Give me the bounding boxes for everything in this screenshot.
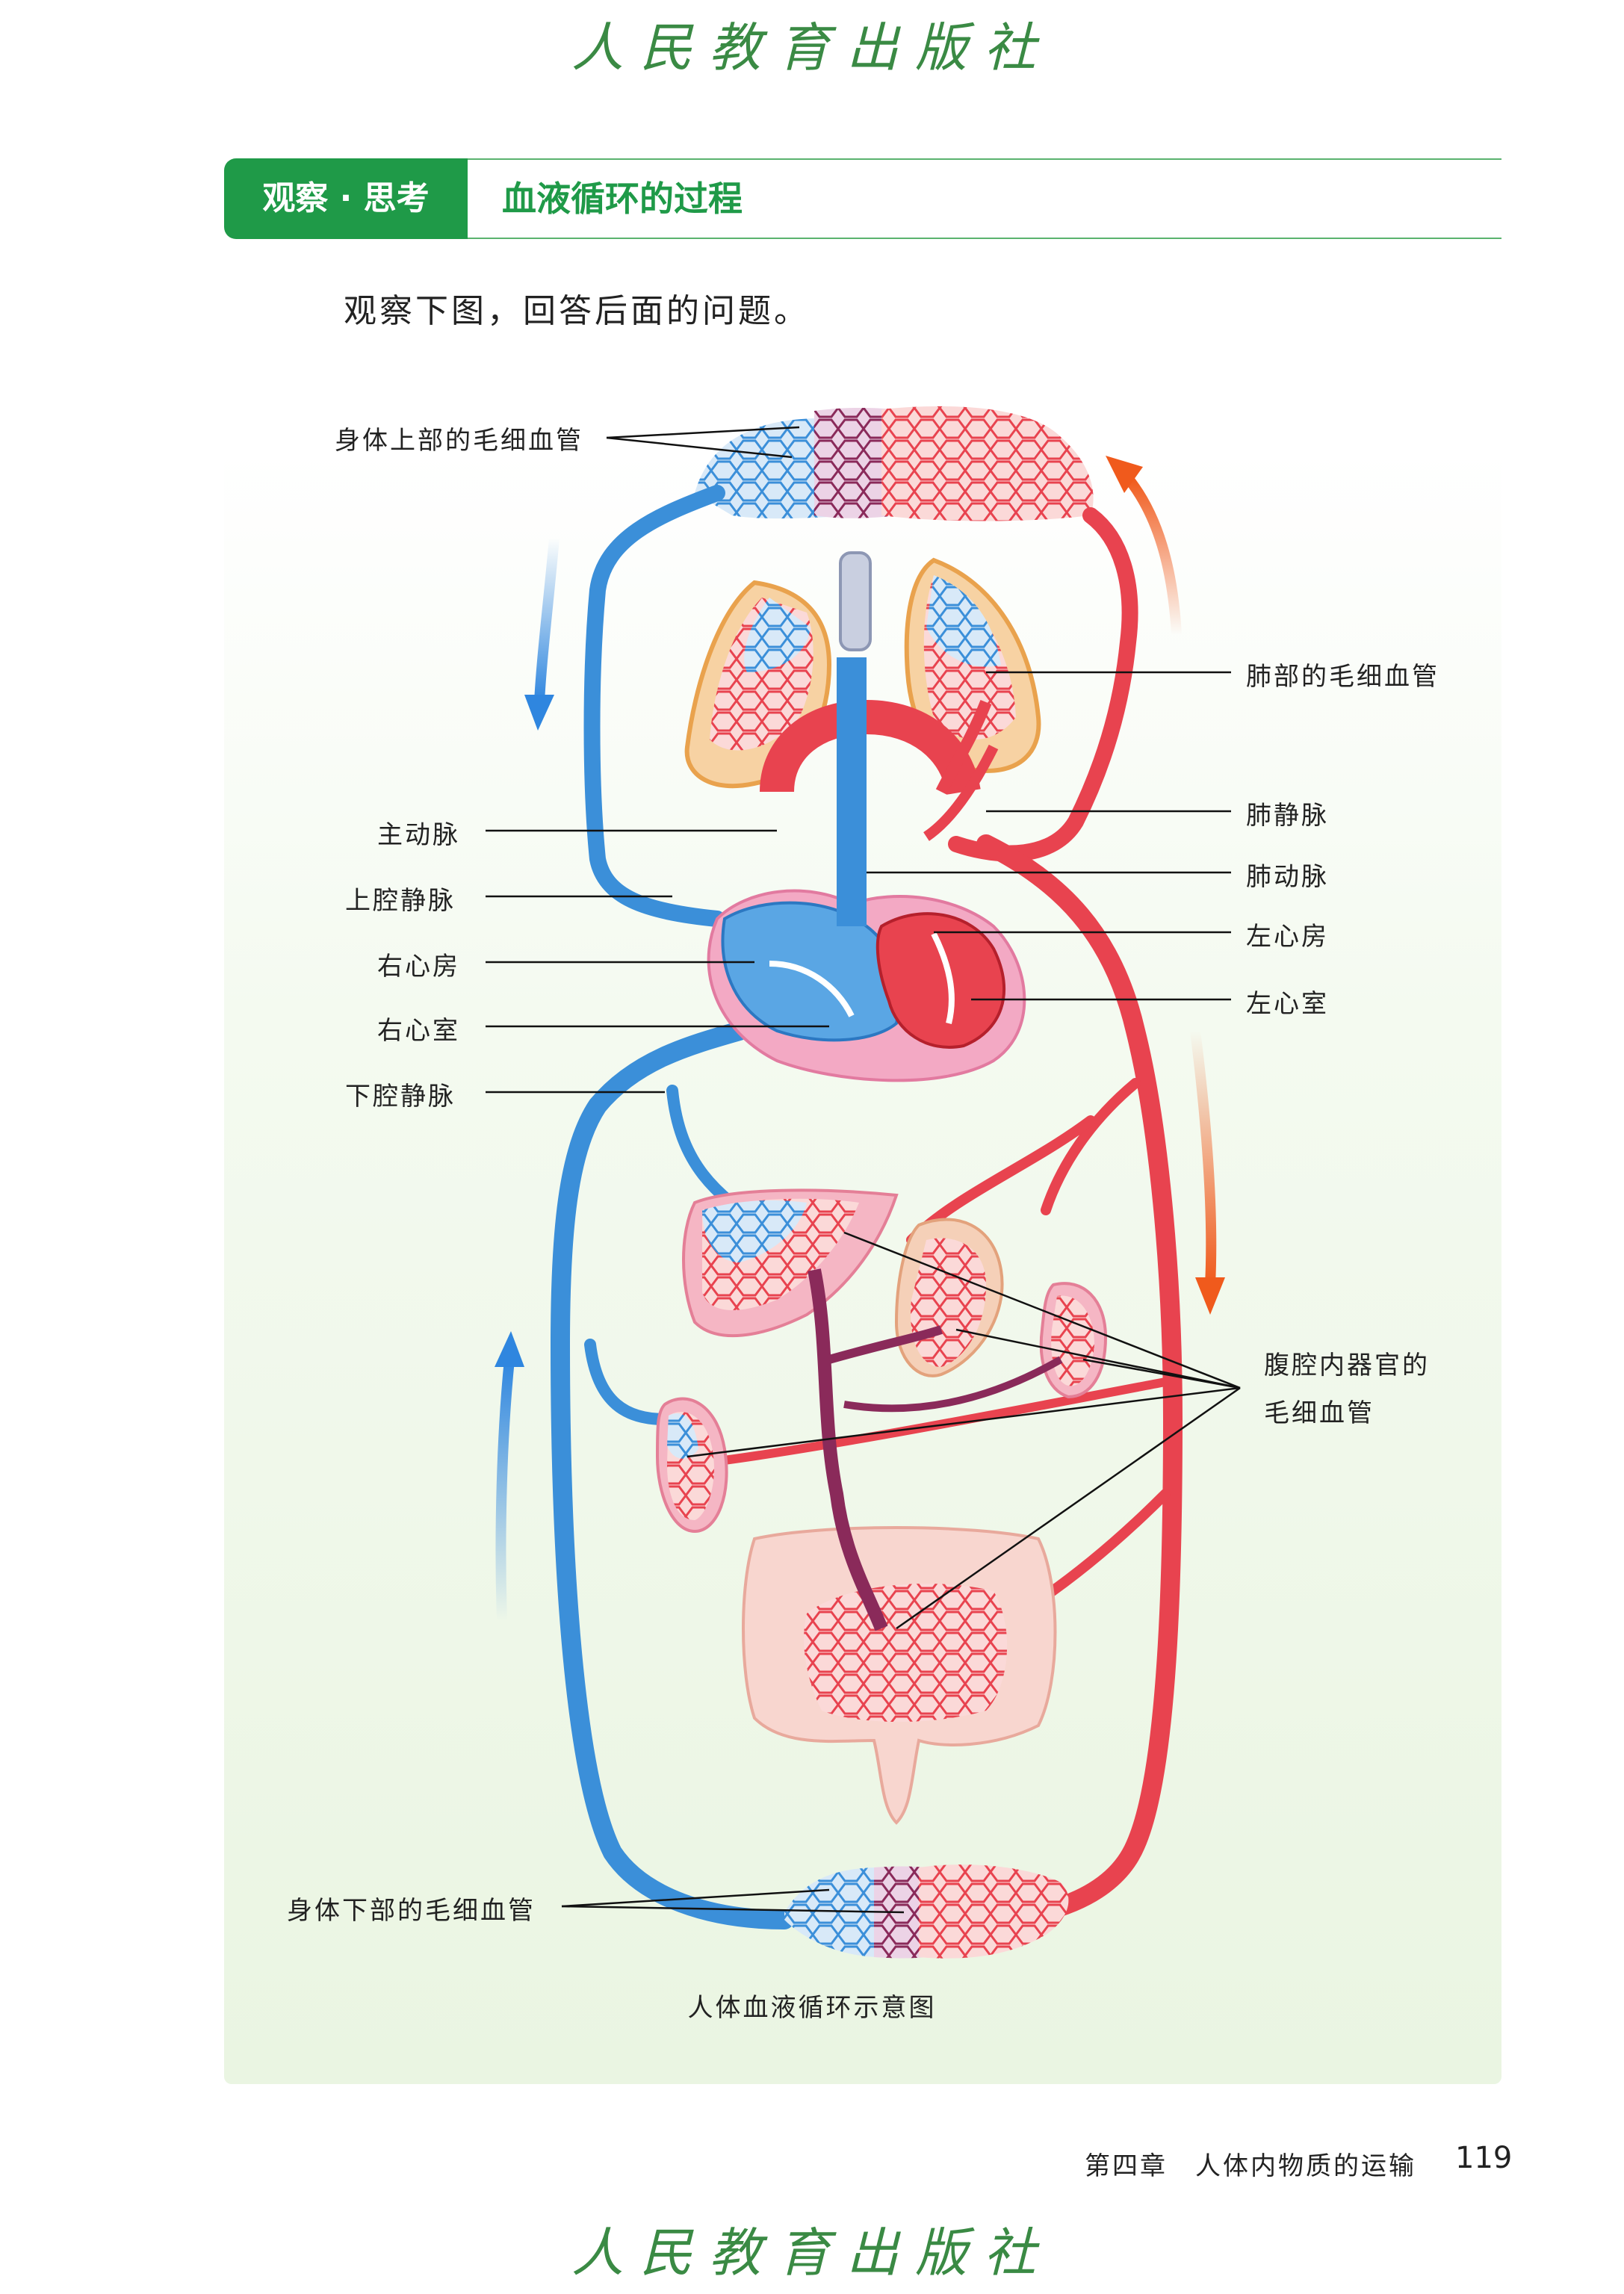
label-right-atrium: 右心房	[377, 952, 460, 982]
label-superior-vena-cava: 上腔静脉	[345, 886, 456, 916]
label-upper-body-capillaries: 身体上部的毛细血管	[335, 426, 583, 456]
label-lower-body-capillaries: 身体下部的毛细血管	[287, 1896, 536, 1926]
abdominal-organs	[655, 1188, 1108, 1825]
label-left-ventricle: 左心室	[1246, 989, 1329, 1019]
upper-body-capillaries	[695, 406, 1094, 521]
header-divider-top	[468, 158, 1501, 160]
arrow-up-left-icon	[495, 1354, 515, 1626]
publisher-watermark-top: 人民教育出版社	[571, 17, 1053, 78]
section-header: 观察 · 思考 血液循环的过程	[224, 158, 1501, 239]
label-inferior-vena-cava: 下腔静脉	[345, 1082, 456, 1112]
page-number: 119	[1455, 2141, 1513, 2175]
figure-caption: 人体血液循环示意图	[687, 1993, 937, 2023]
leader-lines	[486, 426, 1241, 1914]
header-divider-bottom	[468, 238, 1501, 239]
label-pulmonary-vein: 肺静脉	[1246, 801, 1329, 831]
label-abdominal-capillaries-line2: 毛细血管	[1264, 1398, 1374, 1428]
arrow-up-right-icon	[1123, 473, 1182, 640]
label-lung-capillaries: 肺部的毛细血管	[1246, 662, 1439, 692]
footer-chapter: 第四章 人体内物质的运输	[1085, 2151, 1416, 2181]
label-abdominal-capillaries-line1: 腹腔内器官的	[1264, 1351, 1430, 1380]
arrow-down-right-icon	[1190, 1026, 1217, 1290]
label-aorta: 主动脉	[377, 820, 460, 850]
publisher-watermark-bottom: 人民教育出版社	[571, 2222, 1053, 2284]
section-tab: 观察 · 思考	[224, 158, 468, 239]
label-left-atrium: 左心房	[1246, 922, 1329, 952]
label-pulmonary-artery: 肺动脉	[1246, 862, 1329, 892]
intro-text: 观察下图，回答后面的问题。	[344, 292, 810, 330]
heart	[707, 657, 1026, 1082]
label-right-ventricle: 右心室	[377, 1016, 460, 1046]
arrow-down-left-icon	[534, 533, 560, 707]
section-title: 血液循环的过程	[502, 179, 743, 219]
flow-arrows	[495, 456, 1225, 1626]
